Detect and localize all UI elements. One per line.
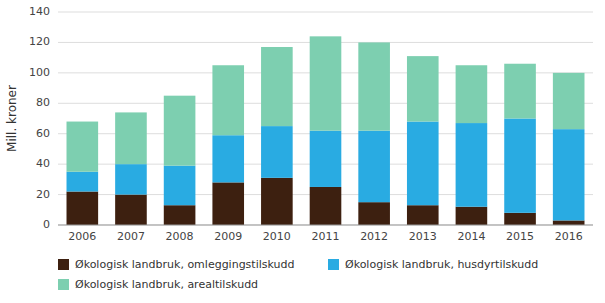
x-tick-label: 2016 [555,230,583,243]
bar [553,129,585,220]
y-tick-label: 20 [36,188,50,201]
y-tick-label: 120 [29,35,50,48]
y-tick-label: 0 [43,218,50,231]
grid [58,12,593,225]
bar [358,202,390,225]
chart: 0 20 40 60 80 100 120 140 Mill. kroner 2006 2007 20… [0,0,605,303]
bar [456,123,488,207]
bar [67,172,99,192]
grid-line [58,225,593,226]
bar [407,122,439,206]
bar [164,205,196,225]
y-tick-label: 140 [29,5,50,18]
x-tick-label: 2012 [360,230,388,243]
x-tick-label: 2010 [263,230,291,243]
bar [115,112,147,164]
y-tick-label: 80 [36,96,50,109]
bar [212,135,244,182]
bar [261,126,293,178]
x-tick-label: 2007 [117,230,145,243]
legend-swatch [58,279,69,290]
bar [504,64,536,119]
legend-label: Økologisk landbruk, husdyrtilskudd [345,258,538,271]
bar [407,205,439,225]
bar [358,131,390,203]
bar [358,42,390,130]
bar [115,164,147,194]
legend: Økologisk landbruk, omleggingstilskudd Øk… [58,258,538,291]
x-tick-label: 2015 [506,230,534,243]
x-tick-label: 2013 [409,230,437,243]
bar [115,195,147,225]
x-tick-label: 2011 [312,230,340,243]
bar [456,207,488,225]
x-tick-label: 2014 [457,230,485,243]
bar [212,65,244,135]
legend-label: Økologisk landbruk, omleggingstilskudd [75,258,294,271]
y-tick-label: 40 [36,157,50,170]
x-tick-label: 2006 [68,230,96,243]
grid-line [58,12,593,13]
bar [504,119,536,213]
bar [67,192,99,225]
chart-container: 0 20 40 60 80 100 120 140 Mill. kroner 2006 2007 20… [0,0,605,303]
x-tick-label: 2008 [166,230,194,243]
bar [310,36,342,130]
legend-label: Økologisk landbruk, arealtilskudd [75,278,258,291]
bar [310,187,342,225]
bar [553,73,585,129]
bar [164,96,196,166]
bar [553,220,585,225]
y-tick-label: 100 [29,66,50,79]
y-tick-label: 60 [36,127,50,140]
legend-swatch [58,259,69,270]
bars [67,36,585,225]
bar [164,166,196,206]
bar [407,56,439,121]
bar [261,178,293,225]
y-axis-label: Mill. kroner [5,85,19,152]
bar [310,131,342,187]
x-tick-label: 2009 [214,230,242,243]
legend-swatch [328,259,339,270]
bar [67,122,99,172]
bar [261,47,293,126]
bar [212,182,244,225]
x-axis-line [58,225,593,226]
bar [504,213,536,225]
bar [456,65,488,123]
